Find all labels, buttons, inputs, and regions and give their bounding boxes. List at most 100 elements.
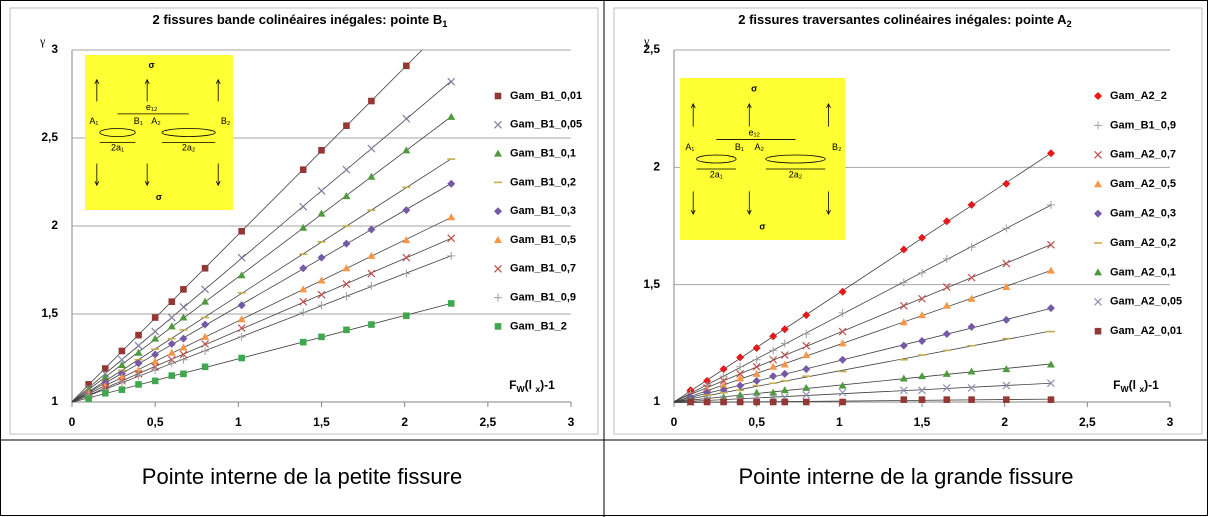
inset-label: σ xyxy=(759,221,765,231)
marker xyxy=(802,391,811,399)
chart-title: 2 fissures bande colinéaires inégales: p… xyxy=(153,12,448,29)
marker xyxy=(942,383,951,392)
marker xyxy=(1046,266,1055,274)
marker xyxy=(900,396,908,403)
inset-label: σ xyxy=(751,84,757,94)
marker xyxy=(367,281,376,290)
marker xyxy=(918,311,926,319)
marker xyxy=(802,398,810,406)
inset-arrow xyxy=(690,103,696,109)
legend-label: Gam_B1_0,1 xyxy=(510,148,576,160)
marker xyxy=(367,144,376,153)
marker xyxy=(238,227,245,235)
chart-title-part: 1 xyxy=(442,19,447,29)
x-axis-label-part: x xyxy=(535,384,540,394)
chart-frame xyxy=(613,7,1203,435)
inset-label: B₁ xyxy=(735,142,744,152)
marker xyxy=(238,354,245,362)
x-axis-label-part: (l xyxy=(525,378,536,392)
marker xyxy=(942,329,951,338)
marker xyxy=(342,239,351,248)
marker xyxy=(180,286,187,293)
marker xyxy=(780,369,789,378)
trend-line xyxy=(71,255,452,403)
x-axis-label-part: x xyxy=(1139,384,1144,394)
inset-label: A₂ xyxy=(754,142,764,152)
marker xyxy=(101,373,110,381)
marker xyxy=(134,371,143,380)
marker xyxy=(342,192,351,200)
marker xyxy=(447,300,455,307)
marker xyxy=(781,398,789,406)
chart-frame xyxy=(9,7,599,435)
marker xyxy=(402,269,411,278)
marker xyxy=(167,359,176,368)
marker xyxy=(1046,149,1055,158)
marker xyxy=(117,355,126,364)
x-tick-label: 0 xyxy=(671,415,678,429)
marker xyxy=(237,301,246,310)
inset-diagram xyxy=(85,55,233,210)
marker xyxy=(151,357,160,365)
x-tick-label: 2,5 xyxy=(479,415,496,429)
legend-marker xyxy=(494,120,502,129)
marker xyxy=(402,236,411,244)
y-axis-label: γ xyxy=(39,34,46,48)
marker xyxy=(317,253,326,262)
marker xyxy=(838,381,847,389)
trend-line xyxy=(71,49,423,402)
inset-label: e₁₂ xyxy=(146,102,158,112)
marker xyxy=(299,264,308,273)
trend-line xyxy=(673,270,1052,403)
legend-label: Gam_B1_0,01 xyxy=(510,90,582,102)
marker xyxy=(402,253,411,262)
marker xyxy=(135,331,142,339)
marker xyxy=(447,251,456,260)
marker xyxy=(942,301,951,309)
marker xyxy=(899,301,908,310)
marker xyxy=(736,353,745,362)
marker xyxy=(1002,179,1011,188)
trend-line xyxy=(673,204,1052,403)
marker xyxy=(342,165,351,174)
marker xyxy=(769,332,778,341)
y-tick-label: 2,5 xyxy=(643,42,660,56)
marker xyxy=(967,273,976,282)
y-tick-label: 1,5 xyxy=(643,277,660,291)
legend-marker xyxy=(1094,92,1102,100)
inset-label: σ xyxy=(149,60,155,70)
inset-arrow xyxy=(144,181,150,187)
marker xyxy=(918,294,926,303)
marker xyxy=(167,313,176,322)
inset-arrow xyxy=(746,103,752,109)
x-tick-label: 2 xyxy=(401,415,408,429)
marker xyxy=(167,339,176,348)
marker xyxy=(736,362,745,371)
marker xyxy=(802,329,811,338)
x-axis-label: FW(l x)-1 xyxy=(509,378,555,394)
inset-label: 2a₂ xyxy=(789,170,803,180)
marker xyxy=(179,350,188,359)
x-axis-label-part: F xyxy=(1113,378,1120,392)
trend-line xyxy=(673,363,1051,403)
marker xyxy=(317,209,326,217)
chart-title-part: 2 fissures bande colinéaires inégales: p… xyxy=(153,12,443,27)
marker xyxy=(151,334,160,342)
marker xyxy=(201,320,210,329)
trend-line xyxy=(673,308,1052,402)
marker xyxy=(179,303,188,311)
legend-marker xyxy=(1094,209,1102,218)
marker xyxy=(899,278,908,287)
x-tick-label: 3 xyxy=(568,415,575,429)
legend-label: Gam_B1_0,05 xyxy=(510,119,582,131)
marker xyxy=(179,343,188,351)
x-axis-label-part: )-1 xyxy=(1144,378,1159,392)
legend-marker xyxy=(494,236,502,243)
marker xyxy=(101,365,109,372)
legend-marker xyxy=(1094,121,1102,130)
inset-arrow xyxy=(94,181,100,187)
marker xyxy=(769,355,778,364)
legend-label: Gam_B1_0,7 xyxy=(510,263,576,275)
